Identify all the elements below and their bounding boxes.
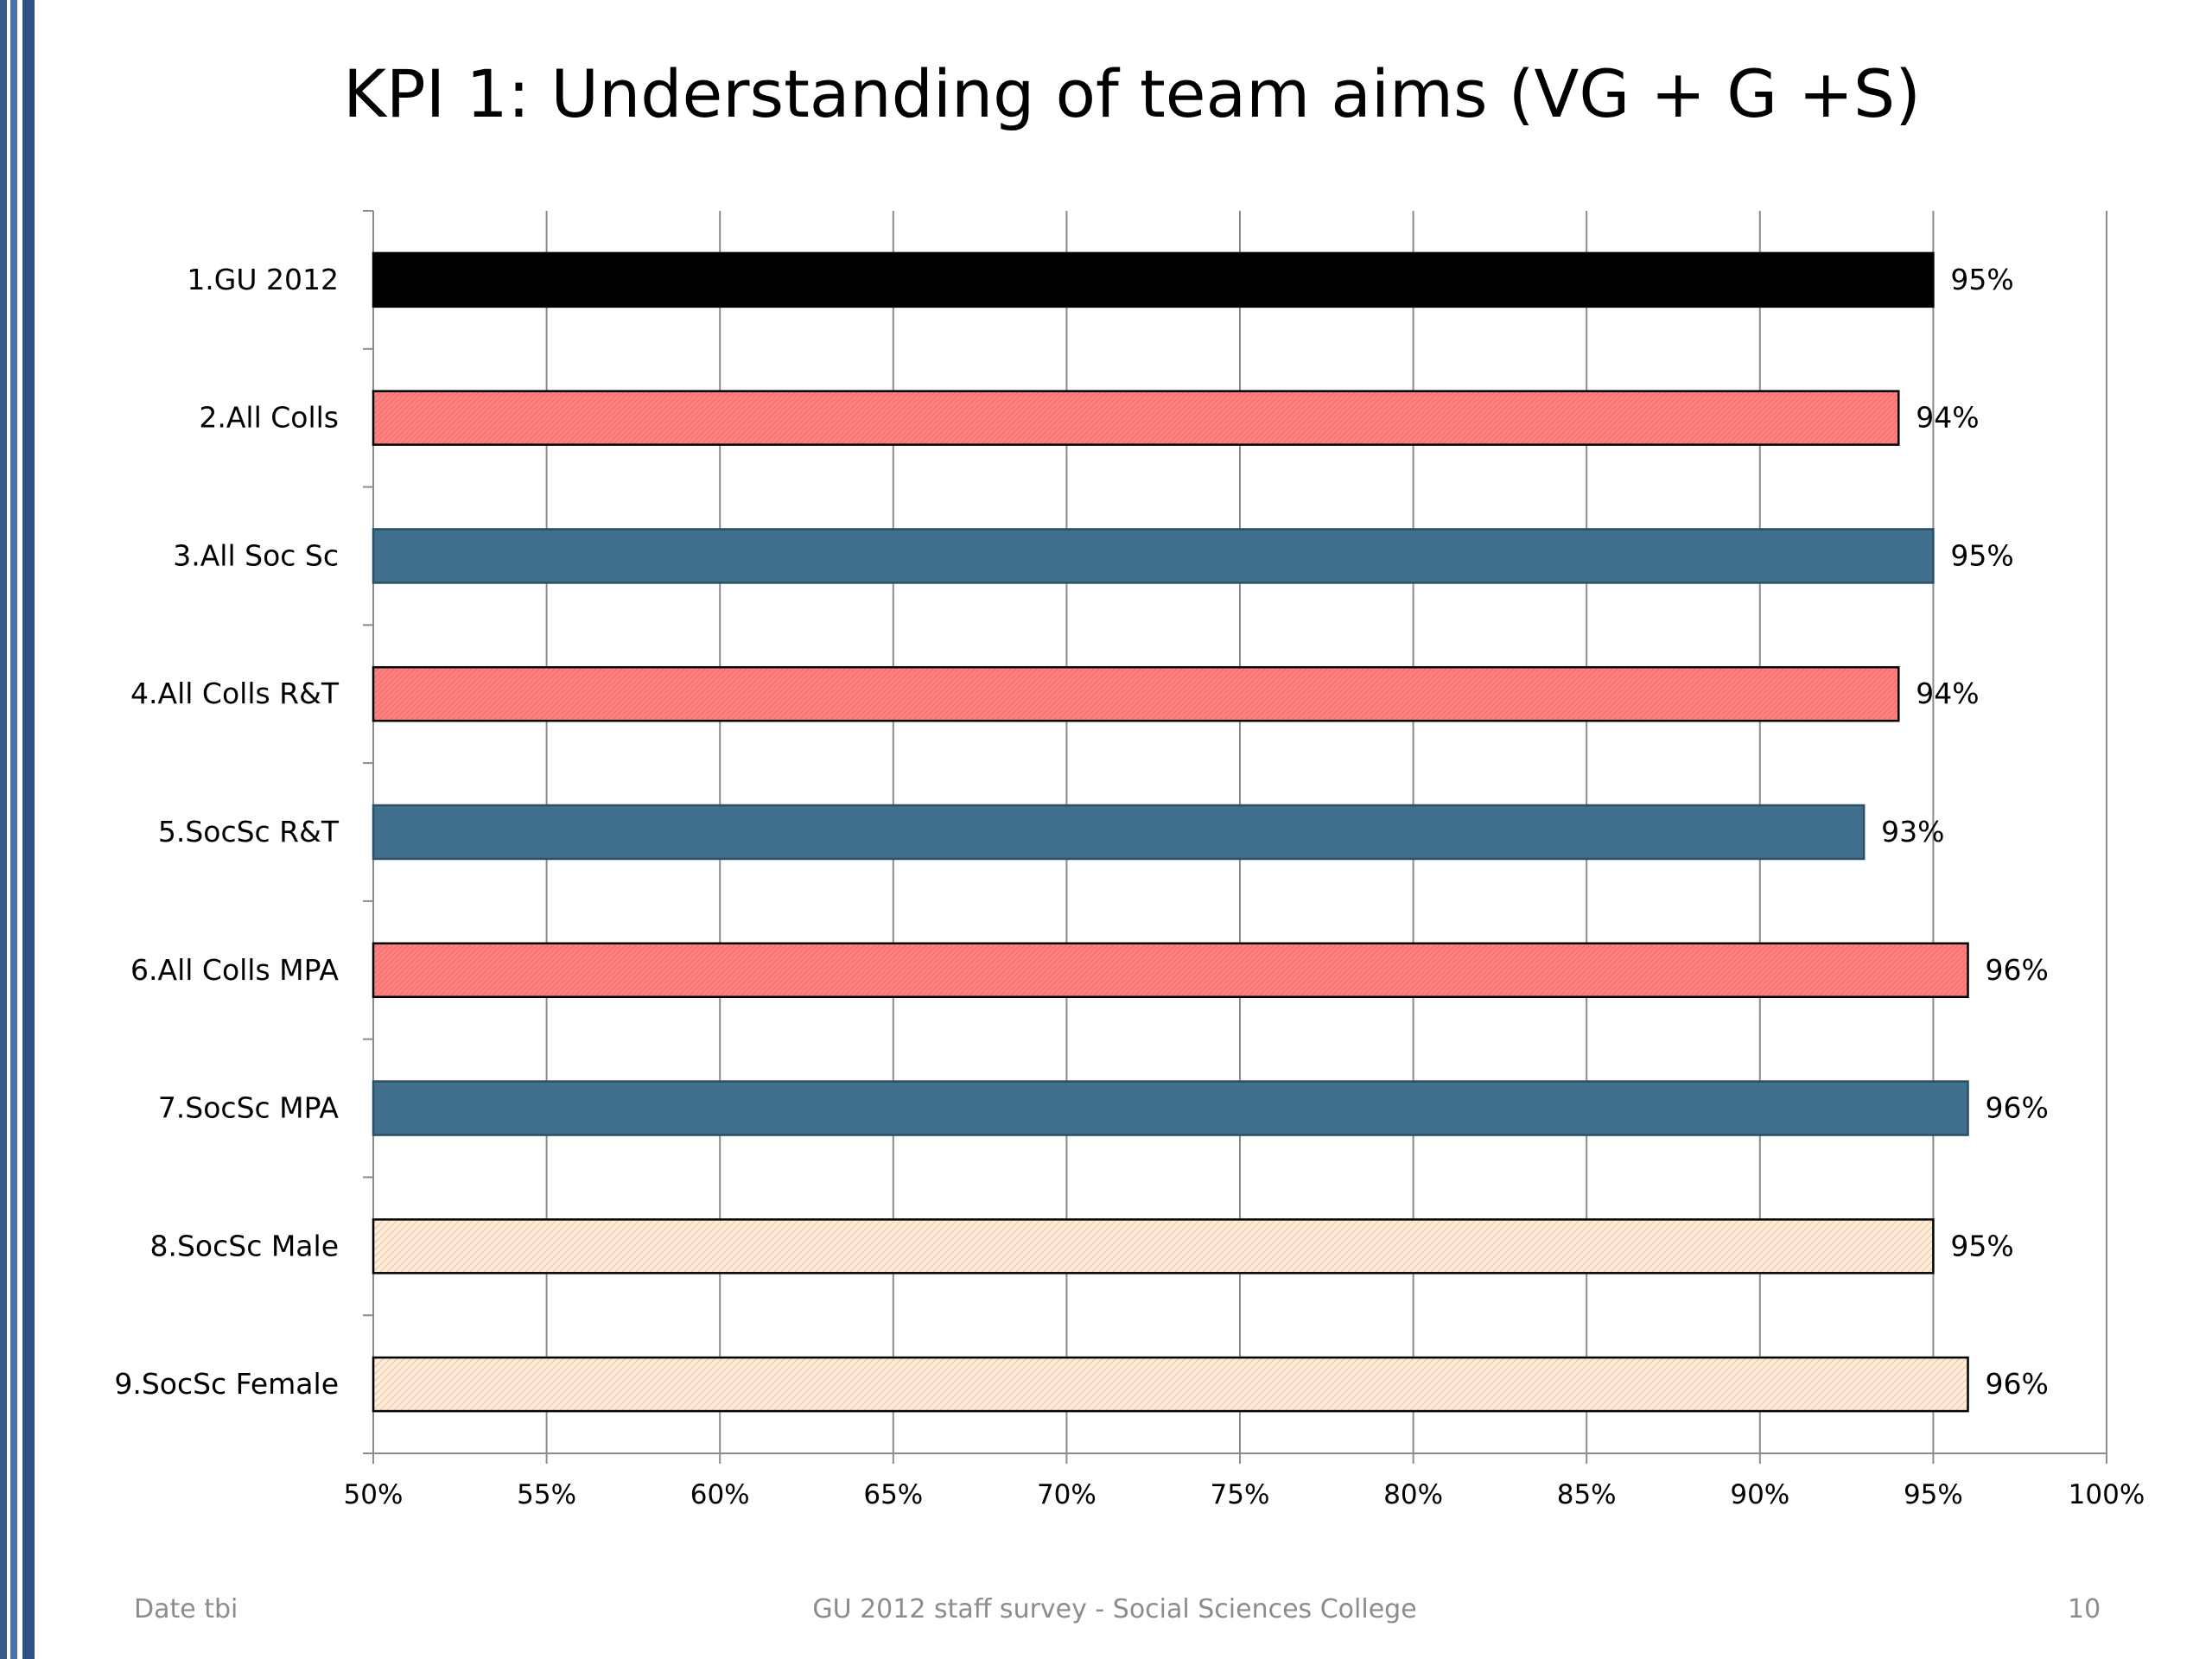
bar — [372, 1080, 1969, 1136]
bar — [372, 1356, 1969, 1413]
x-tick-label: 95% — [1904, 1479, 1963, 1510]
category-label: 7.SocSc MPA — [158, 1091, 340, 1125]
footer-page-number: 10 — [2068, 1594, 2101, 1624]
data-label: 96% — [1986, 1367, 2049, 1401]
data-label: 94% — [1916, 677, 1979, 710]
x-tick-label: 80% — [1383, 1479, 1443, 1510]
bars — [372, 251, 1969, 1413]
category-label: 2.All Colls — [199, 401, 339, 435]
slide-left-border — [0, 0, 38, 1659]
data-label: 96% — [1986, 1091, 2049, 1125]
x-tick-label: 85% — [1557, 1479, 1617, 1510]
bar — [372, 942, 1969, 999]
category-label: 5.SocSc R&T — [158, 815, 340, 849]
x-tick-label: 65% — [863, 1479, 923, 1510]
category-label: 1.GU 2012 — [187, 263, 339, 296]
category-label: 4.All Colls R&T — [130, 677, 340, 710]
data-label: 96% — [1986, 953, 2049, 987]
labels: 50% 55% 60% 65% 70% 75% 80% 85% 90% 95% 100% 1.GU 2… — [114, 263, 2145, 1510]
data-label: 93% — [1881, 815, 1944, 849]
category-label: 9.SocSc Female — [114, 1367, 339, 1401]
data-label: 94% — [1916, 401, 1979, 435]
bar — [372, 251, 1935, 308]
x-tick-label: 75% — [1211, 1479, 1270, 1510]
footer-title: GU 2012 staff survey - Social Sciences C… — [812, 1594, 1417, 1624]
bar — [372, 804, 1866, 861]
slide-title: KPI 1: Understanding of team aims (VG + … — [343, 55, 1921, 132]
data-label: 95% — [1950, 1229, 2013, 1262]
category-label: 8.SocSc Male — [149, 1229, 339, 1262]
bar — [372, 665, 1900, 722]
x-tick-label: 70% — [1037, 1479, 1096, 1510]
footer-date: Date tbi — [134, 1594, 238, 1624]
category-label: 3.All Soc Sc — [173, 538, 339, 572]
bar — [372, 390, 1900, 446]
x-tick-label: 100% — [2069, 1479, 2145, 1510]
category-label: 6.All Colls MPA — [130, 953, 339, 987]
data-label: 95% — [1950, 538, 2013, 572]
x-tick-label: 50% — [344, 1479, 404, 1510]
bar — [372, 1218, 1935, 1274]
bar — [372, 528, 1935, 584]
data-label: 95% — [1950, 263, 2013, 296]
x-tick-label: 90% — [1730, 1479, 1789, 1510]
x-tick-label: 60% — [690, 1479, 750, 1510]
x-tick-label: 55% — [517, 1479, 576, 1510]
